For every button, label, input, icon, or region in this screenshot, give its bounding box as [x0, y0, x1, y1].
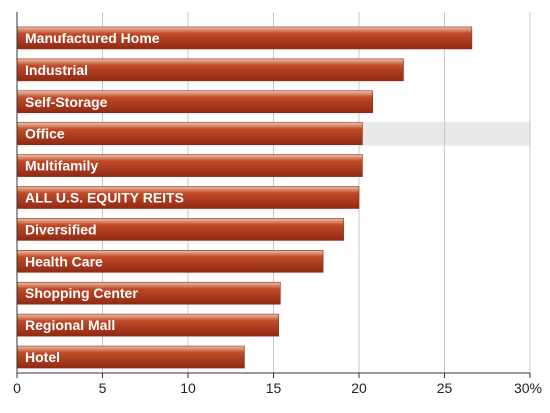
bar	[16, 122, 363, 145]
x-tick-label: 0	[13, 380, 21, 396]
bar-label: Industrial	[25, 62, 88, 78]
bar-label: ALL U.S. EQUITY REITS	[25, 190, 184, 206]
bar-label: Regional Mall	[25, 317, 115, 333]
bar-label: Shopping Center	[25, 285, 138, 301]
x-axis: 0 5 10 15 20 25 30%	[13, 12, 542, 396]
x-tick-label: 5	[99, 380, 107, 396]
bars: Manufactured Home Industrial Self-Storage O…	[16, 26, 473, 369]
x-tick-label: 30%	[514, 380, 542, 396]
x-tick-label: 20	[351, 380, 367, 396]
bar-label: Hotel	[25, 349, 60, 365]
bar-label: Multifamily	[25, 158, 98, 174]
x-tick-label: 15	[266, 380, 282, 396]
bar-label: Health Care	[25, 253, 103, 269]
x-tick-label: 10	[180, 380, 196, 396]
bar-label: Diversified	[25, 221, 97, 237]
x-tick-label: 25	[437, 380, 453, 396]
bar-label: Self-Storage	[25, 94, 108, 110]
bar-label: Manufactured Home	[25, 30, 160, 46]
bar-label: Office	[25, 126, 65, 142]
